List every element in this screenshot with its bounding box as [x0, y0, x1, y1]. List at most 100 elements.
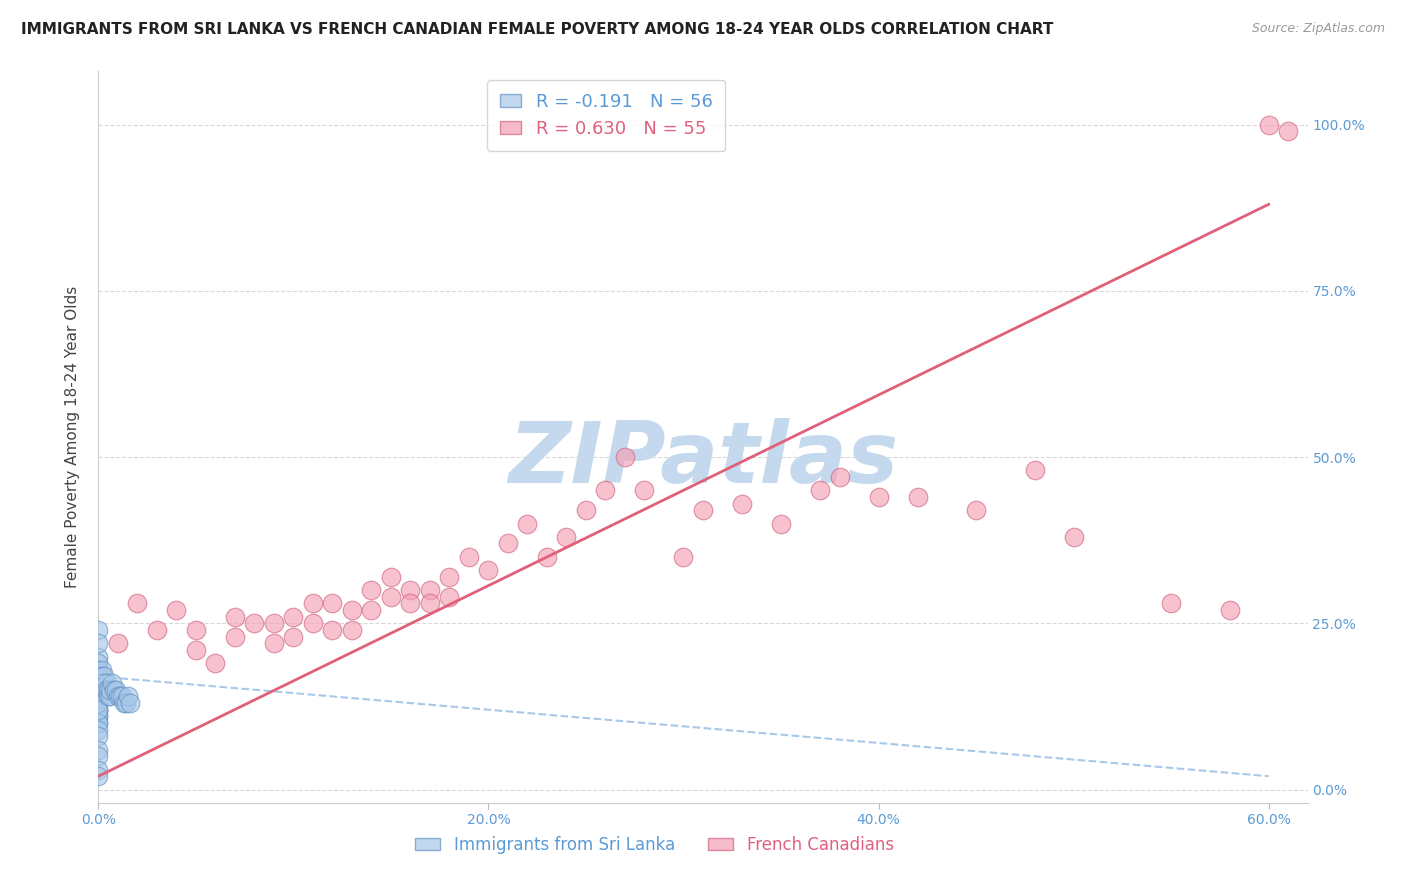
Point — [575, 503, 598, 517]
Point — [360, 603, 382, 617]
Point — [87, 676, 110, 690]
Point — [107, 690, 129, 704]
Point — [516, 516, 538, 531]
Point — [87, 690, 110, 704]
Point — [87, 709, 110, 723]
Text: ZIPatlas: ZIPatlas — [508, 417, 898, 500]
Point — [108, 690, 131, 704]
Point — [828, 470, 851, 484]
Point — [87, 690, 110, 704]
Point — [111, 690, 134, 704]
Point — [87, 690, 110, 704]
Point — [87, 682, 110, 697]
Point — [263, 636, 285, 650]
Point — [633, 483, 655, 498]
Point — [87, 763, 110, 777]
Point — [302, 616, 325, 631]
Point — [808, 483, 831, 498]
Point — [769, 516, 792, 531]
Point — [87, 682, 110, 697]
Point — [118, 696, 141, 710]
Point — [340, 623, 363, 637]
Point — [399, 582, 422, 597]
Point — [380, 570, 402, 584]
Point — [868, 490, 890, 504]
Point — [87, 649, 110, 664]
Point — [146, 623, 169, 637]
Point — [98, 682, 121, 697]
Point — [536, 549, 558, 564]
Point — [731, 497, 754, 511]
Point — [965, 503, 987, 517]
Point — [595, 483, 617, 498]
Point — [907, 490, 929, 504]
Point — [224, 609, 246, 624]
Point — [302, 596, 325, 610]
Text: IMMIGRANTS FROM SRI LANKA VS FRENCH CANADIAN FEMALE POVERTY AMONG 18-24 YEAR OLD: IMMIGRANTS FROM SRI LANKA VS FRENCH CANA… — [21, 22, 1053, 37]
Point — [87, 690, 110, 704]
Point — [101, 676, 124, 690]
Point — [1160, 596, 1182, 610]
Point — [87, 723, 110, 737]
Legend: Immigrants from Sri Lanka, French Canadians: Immigrants from Sri Lanka, French Canadi… — [409, 829, 900, 860]
Point — [87, 663, 110, 677]
Point — [87, 682, 110, 697]
Point — [87, 703, 110, 717]
Point — [439, 570, 461, 584]
Point — [87, 682, 110, 697]
Point — [340, 603, 363, 617]
Point — [243, 616, 266, 631]
Point — [87, 669, 110, 683]
Point — [117, 690, 139, 704]
Point — [321, 623, 343, 637]
Point — [283, 630, 305, 644]
Point — [87, 749, 110, 764]
Point — [96, 676, 118, 690]
Point — [165, 603, 187, 617]
Point — [283, 609, 305, 624]
Point — [1024, 463, 1046, 477]
Point — [87, 696, 110, 710]
Point — [380, 590, 402, 604]
Point — [93, 676, 115, 690]
Point — [112, 696, 135, 710]
Point — [477, 563, 499, 577]
Point — [87, 729, 110, 743]
Point — [184, 623, 207, 637]
Point — [103, 682, 125, 697]
Point — [87, 676, 110, 690]
Point — [93, 669, 115, 683]
Point — [439, 590, 461, 604]
Point — [87, 676, 110, 690]
Point — [458, 549, 481, 564]
Point — [419, 582, 441, 597]
Point — [114, 696, 136, 710]
Point — [127, 596, 149, 610]
Y-axis label: Female Poverty Among 18-24 Year Olds: Female Poverty Among 18-24 Year Olds — [65, 286, 80, 588]
Point — [87, 742, 110, 756]
Point — [1063, 530, 1085, 544]
Point — [87, 656, 110, 670]
Point — [419, 596, 441, 610]
Point — [692, 503, 714, 517]
Point — [87, 676, 110, 690]
Point — [555, 530, 578, 544]
Point — [1219, 603, 1241, 617]
Point — [96, 682, 118, 697]
Point — [91, 663, 114, 677]
Point — [87, 636, 110, 650]
Point — [91, 669, 114, 683]
Point — [360, 582, 382, 597]
Point — [204, 656, 226, 670]
Point — [1277, 124, 1299, 138]
Point — [399, 596, 422, 610]
Point — [87, 623, 110, 637]
Point — [321, 596, 343, 610]
Point — [104, 682, 127, 697]
Point — [224, 630, 246, 644]
Point — [614, 450, 637, 464]
Point — [97, 690, 120, 704]
Point — [184, 643, 207, 657]
Point — [107, 636, 129, 650]
Point — [87, 703, 110, 717]
